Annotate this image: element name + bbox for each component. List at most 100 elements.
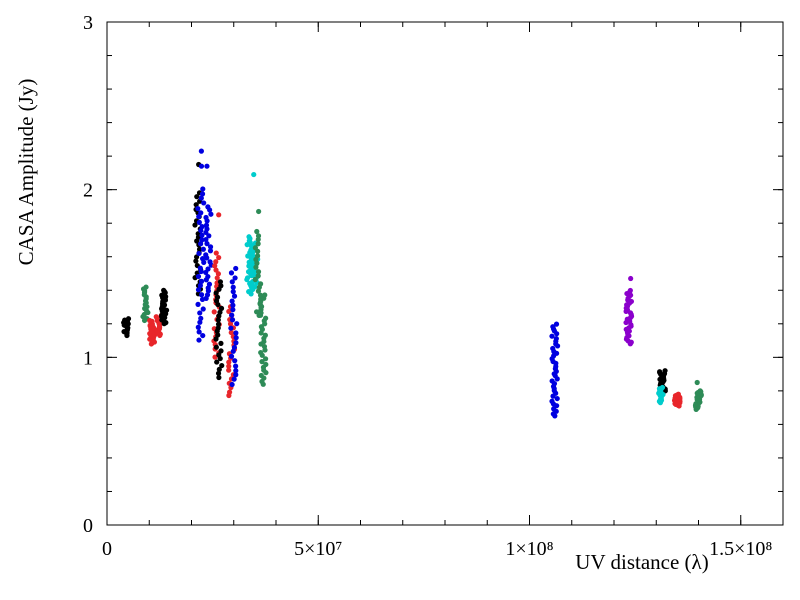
data-point [213, 267, 219, 273]
data-point [204, 241, 210, 247]
series-cluster-16 [257, 292, 269, 387]
data-point [233, 335, 239, 341]
data-point [194, 194, 200, 200]
data-point [255, 269, 262, 275]
data-point [659, 384, 666, 391]
data-point [203, 236, 209, 243]
data-point [198, 278, 205, 284]
data-point [161, 287, 167, 293]
data-point [199, 237, 205, 243]
data-point [228, 353, 235, 359]
data-points [121, 148, 704, 419]
series-cluster-3 [147, 317, 159, 347]
data-point [255, 273, 261, 279]
data-point-outlier [204, 163, 210, 169]
data-point [208, 211, 214, 217]
data-point [195, 273, 202, 280]
data-point [229, 317, 236, 323]
data-point [216, 366, 222, 373]
series-cluster-17 [549, 321, 561, 419]
data-point [192, 222, 198, 228]
data-point [554, 395, 560, 402]
x-tick-label: 1.5×10⁸ [709, 538, 772, 560]
data-point [199, 223, 205, 230]
data-point [205, 273, 211, 280]
series-cluster-1 [121, 316, 132, 339]
data-point [206, 281, 213, 287]
data-point [207, 259, 213, 265]
data-point [259, 359, 265, 365]
data-point [215, 317, 221, 323]
data-point [206, 233, 212, 239]
data-point [255, 253, 261, 259]
data-point [198, 195, 204, 201]
data-point [197, 319, 203, 325]
data-point [211, 309, 217, 315]
data-point [255, 288, 262, 294]
data-point [226, 367, 232, 373]
data-point [196, 219, 202, 225]
data-point [675, 391, 681, 397]
data-point [196, 337, 202, 343]
data-point [255, 233, 262, 239]
data-point [657, 369, 663, 375]
series-cluster-7 [195, 148, 207, 343]
x-tick-label: 5×10⁷ [294, 538, 342, 560]
data-point [147, 317, 153, 324]
data-point [205, 204, 211, 210]
data-point [200, 306, 206, 312]
data-point-outlier [628, 275, 634, 282]
data-point [125, 316, 132, 322]
data-point [218, 305, 225, 311]
x-tick-label: 0 [102, 538, 112, 560]
data-point-outlier [198, 163, 205, 169]
data-point [215, 321, 222, 327]
data-point-outlier [251, 171, 257, 178]
series-cluster-2 [140, 284, 151, 324]
data-point [199, 191, 206, 197]
data-point [200, 332, 206, 339]
y-tick-label: 3 [83, 12, 93, 34]
data-point [203, 214, 209, 221]
data-point [200, 246, 206, 252]
series-cluster-12 [228, 265, 240, 388]
data-point [252, 245, 259, 251]
data-point [203, 252, 209, 258]
x-tick-label: 1×10⁸ [505, 538, 553, 560]
series-cluster-18 [623, 275, 635, 347]
data-point [215, 325, 221, 331]
data-point [197, 282, 204, 289]
data-point-outlier [216, 212, 222, 218]
series-cluster-21 [671, 391, 683, 409]
data-point [233, 368, 239, 374]
data-point [213, 259, 219, 265]
data-point [197, 310, 203, 316]
data-point [226, 363, 232, 369]
data-point [203, 222, 210, 228]
data-point [550, 324, 556, 330]
data-point [263, 315, 269, 321]
data-point [246, 234, 252, 240]
data-point [230, 302, 236, 308]
x-axis-title: UV distance (λ) [575, 550, 708, 574]
data-point [231, 293, 238, 299]
data-point [204, 292, 211, 298]
data-point [697, 388, 703, 394]
data-point [230, 289, 236, 295]
data-point [233, 330, 239, 336]
tick-labels: 0 5×10⁷ 1×10⁸ 1.5×10⁸ 0 1 2 3 [83, 12, 772, 560]
series-cluster-10 [213, 279, 225, 381]
data-point [229, 312, 235, 318]
series-cluster-4 [153, 312, 164, 339]
data-point [207, 248, 214, 254]
data-point [193, 258, 199, 264]
data-point [197, 265, 203, 271]
data-point [255, 241, 261, 247]
data-point [215, 370, 222, 376]
data-point [234, 321, 240, 327]
data-point [258, 372, 264, 379]
data-point [198, 315, 204, 321]
data-point [212, 354, 218, 360]
data-point [232, 358, 238, 364]
